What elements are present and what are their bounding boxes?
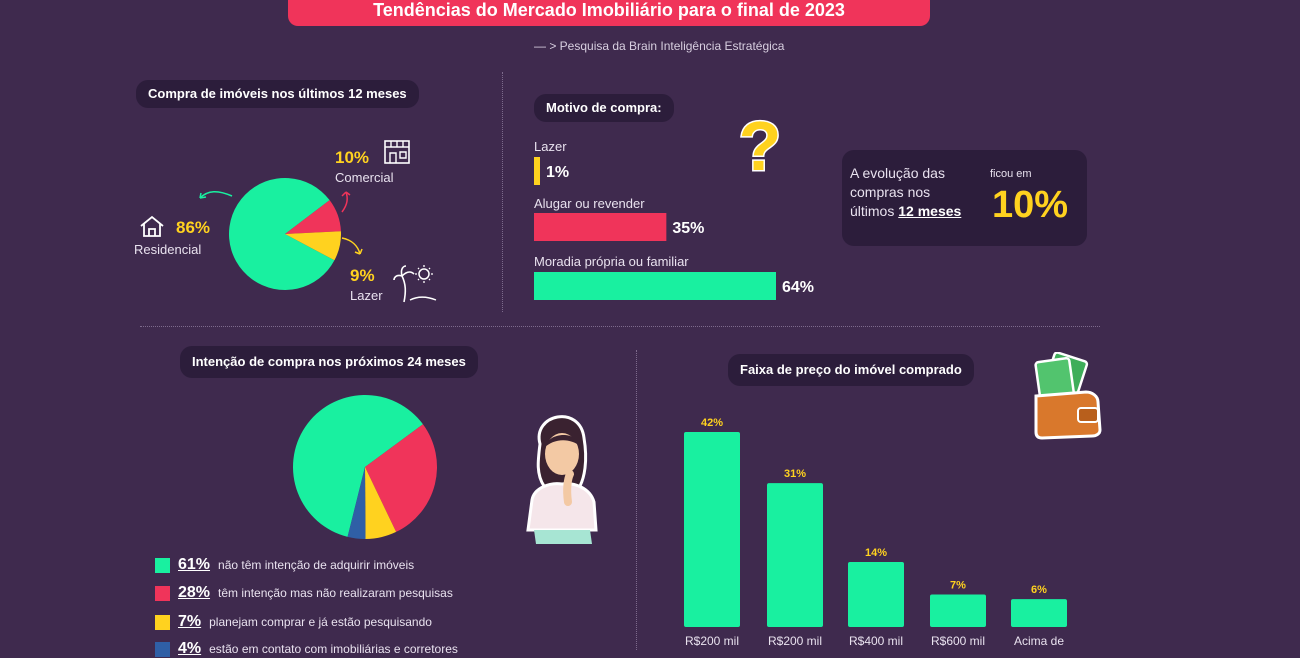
residencial-pct: 86% [176,218,211,237]
intention-heading: Intenção de compra nos próximos 24 meses [180,346,478,378]
legend-text-2: planejam comprar e já estão pesquisando [209,615,432,629]
legend-swatch-blue [155,641,170,657]
motive-bar-pct-0: 1% [546,164,569,181]
price-bar-category-0: R$200 mil [685,634,739,648]
motive-bar-pct-2: 64% [782,279,814,296]
store-icon [384,140,410,164]
legend-pct-1: 28% [178,584,211,601]
legend-pct-2: 7% [178,613,202,630]
price-bar-category-4: Acima de [1014,634,1064,648]
lazer-label: Lazer [350,288,383,303]
residencial-label: Residencial [134,242,202,257]
evolution-line1: A evolução das [850,165,945,181]
evolution-line3-bold: 12 meses [898,203,962,219]
pie-slice-sem-pesquisa [365,424,437,532]
arrow-lazer-icon [341,237,361,255]
intention-legend-0: 61% não têm intenção de adquirir imóveis [155,556,414,574]
motive-bar-chart: 1% 35% 64% [534,157,814,300]
legend-text-1: têm intenção mas não realizaram pesquisa… [218,586,453,600]
price-bar-category-2: R$400 mil [849,634,903,648]
page-subtitle: — > Pesquisa da Brain Inteligência Estra… [534,39,785,53]
legend-text-0: não têm intenção de adquirir imóveis [218,558,415,572]
pie-slice-residencial [229,178,335,290]
purchase-heading: Compra de imóveis nos últimos 12 meses [136,80,419,108]
pie-slice-lazer [285,231,341,261]
price-bar-chart: 42% R$200 mil 31% R$200 mil 14% R$400 mil 7% R$… [684,417,1067,648]
intention-legend-1: 28% têm intenção mas não realizaram pesqu… [155,584,453,602]
motive-bar-1 [534,213,667,241]
price-bar-pct-1: 31% [784,468,806,480]
motive-label-1: Alugar ou revender [534,196,645,211]
price-heading: Faixa de preço do imóvel comprado [728,354,974,386]
evolution-ficou: ficou em [990,168,1032,180]
legend-pct-3: 4% [178,640,202,657]
intention-legend-3: 4% estão em contato com imobiliárias e co… [155,640,458,658]
price-bar-1 [767,483,823,627]
arrow-comercial-icon [341,191,348,213]
arrow-residencial-icon [199,191,233,199]
question-mark-icon: ? [737,106,783,178]
wallet-money-icon [1034,352,1102,440]
motive-heading: Motivo de compra: [534,94,674,122]
comercial-label: Comercial [335,170,394,185]
evolution-box: A evolução das compras nos últimos 12 me… [842,150,1087,246]
price-bar-2 [848,562,904,627]
svg-text:?: ? [739,107,782,178]
pie-slice-em-contato [347,467,366,539]
price-bar-4 [1011,599,1067,627]
pie-slice-comercial [285,200,341,234]
intention-legend-2: 7% planejam comprar e já estão pesquisand… [155,613,432,631]
price-bar-pct-3: 7% [950,580,966,592]
divider-vertical-top [502,72,503,312]
price-bar-category-1: R$200 mil [768,634,822,648]
evolution-line2: compras nos [850,184,931,200]
legend-swatch-green [155,557,170,573]
motive-bar-pct-1: 35% [672,220,704,237]
price-bar-pct-4: 6% [1031,584,1047,596]
evolution-value: 10% [992,184,1069,226]
legend-text-3: estão em contato com imobiliárias e corr… [209,642,458,656]
page-title: Tendências do Mercado Imobiliário para o… [288,0,930,26]
divider-horizontal [140,326,1100,327]
house-icon [140,215,164,237]
price-bar-pct-2: 14% [865,547,887,559]
price-bar-category-3: R$600 mil [931,634,985,648]
evolution-line3-prefix: últimos [850,203,895,219]
legend-swatch-red [155,585,170,601]
divider-vertical-bottom [636,350,637,650]
legend-swatch-yellow [155,614,170,630]
motive-label-0: Lazer [534,139,567,154]
legend-pct-0: 61% [178,556,211,573]
motive-bar-2 [534,272,776,300]
price-bar-3 [930,594,986,627]
pie-slice-sem-intencao [293,395,423,537]
beach-icon [393,265,437,303]
comercial-pct: 10% [335,148,370,167]
lazer-pct: 9% [350,266,375,285]
motive-label-2: Moradia própria ou familiar [534,254,689,269]
price-bar-0 [684,432,740,627]
pie-slice-pesquisando [365,467,397,539]
price-bar-pct-0: 42% [701,417,723,429]
purchase-pie-chart [199,178,363,290]
thinking-woman-illustration [526,415,598,544]
motive-bar-0 [534,157,540,185]
intention-pie-chart [293,395,437,539]
